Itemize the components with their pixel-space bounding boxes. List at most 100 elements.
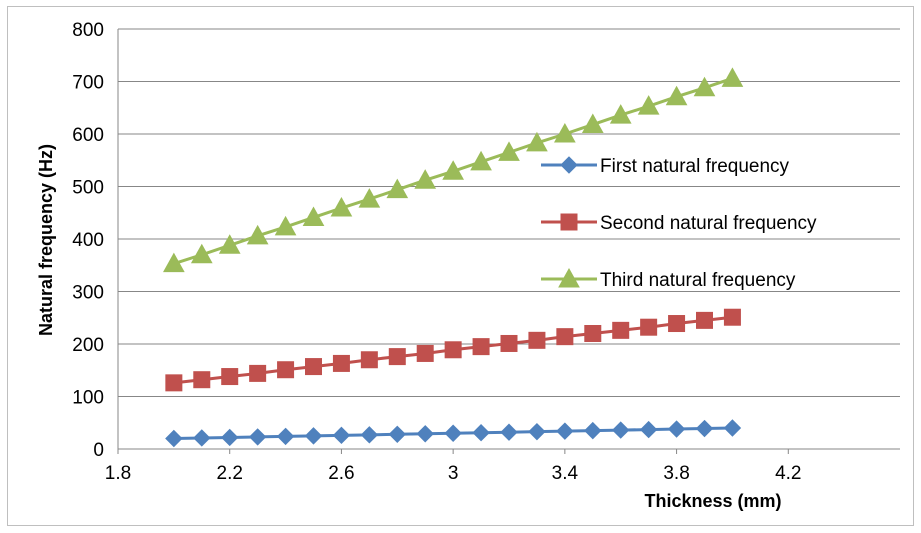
- data-point: [498, 141, 520, 161]
- legend-marker: [560, 213, 578, 231]
- gridlines: [118, 28, 900, 397]
- data-point: [165, 374, 183, 392]
- data-point: [444, 424, 462, 442]
- data-point: [668, 315, 686, 333]
- data-point: [556, 422, 574, 440]
- data-point: [246, 224, 269, 245]
- data-point: [584, 421, 602, 440]
- data-point: [526, 131, 548, 152]
- data-point: [414, 169, 437, 189]
- data-point: [667, 420, 686, 438]
- data-point: [248, 428, 267, 446]
- y-tick-label: 300: [72, 283, 104, 304]
- series-layer: [163, 67, 744, 448]
- x-axis-title: Thickness (mm): [644, 491, 781, 511]
- data-point: [528, 331, 546, 349]
- x-axis-ticks: 1.8 2.2 2.6 3 3.4 3.8 4.2: [105, 449, 801, 484]
- data-point: [218, 234, 241, 254]
- chart-frame: [7, 6, 914, 526]
- data-point: [639, 420, 658, 439]
- data-point: [612, 321, 630, 339]
- data-point: [274, 215, 297, 236]
- data-point: [637, 95, 660, 115]
- data-point: [276, 427, 295, 446]
- data-point: [332, 426, 351, 445]
- series-3: [163, 67, 744, 273]
- data-point: [388, 348, 406, 366]
- data-point: [721, 67, 744, 87]
- data-point: [665, 85, 688, 106]
- data-point: [249, 364, 267, 382]
- data-point: [528, 422, 546, 441]
- data-point: [472, 338, 490, 356]
- legend-marker: [558, 267, 580, 288]
- x-tick-label: 3.4: [552, 463, 579, 484]
- data-point: [332, 354, 350, 372]
- data-point: [695, 419, 714, 438]
- data-point: [193, 371, 211, 389]
- y-axis-ticks: 0 100 200 300 400 500 600 700 800: [72, 20, 104, 461]
- x-tick-label: 2.2: [217, 463, 243, 484]
- data-point: [581, 113, 604, 134]
- series-1: [165, 419, 742, 448]
- legend-label: Third natural frequency: [600, 270, 796, 291]
- data-point: [302, 206, 325, 226]
- legend-label: First natural frequency: [600, 156, 790, 177]
- x-tick-label: 2.6: [328, 463, 354, 484]
- data-point: [221, 368, 239, 386]
- x-tick-label: 4.2: [775, 463, 801, 484]
- data-point: [388, 425, 406, 444]
- data-point: [386, 178, 409, 199]
- data-point: [193, 429, 211, 447]
- data-point: [640, 318, 658, 336]
- data-point: [358, 188, 381, 208]
- axes: [117, 29, 900, 450]
- data-point: [360, 426, 379, 444]
- y-tick-label: 500: [72, 178, 104, 199]
- data-point: [470, 150, 492, 171]
- x-tick-label: 1.8: [105, 463, 131, 484]
- data-point: [305, 358, 322, 376]
- data-point: [416, 344, 434, 362]
- data-point: [304, 427, 323, 445]
- series-2: [165, 308, 741, 392]
- data-point: [500, 334, 518, 352]
- data-point: [554, 122, 576, 143]
- y-tick-label: 400: [72, 230, 104, 251]
- legend-item-2: Second natural frequency: [541, 213, 817, 234]
- legend: First natural frequency Second natural fr…: [541, 156, 817, 291]
- data-point: [500, 423, 518, 441]
- legend-marker: [560, 156, 578, 174]
- data-point: [693, 76, 716, 97]
- data-point: [696, 311, 713, 329]
- data-point: [723, 308, 741, 326]
- legend-item-1: First natural frequency: [541, 156, 790, 177]
- data-point: [330, 196, 353, 217]
- x-tick-label: 3: [448, 463, 459, 484]
- y-axis-title: Natural frequency (Hz): [36, 144, 56, 336]
- data-point: [190, 243, 213, 264]
- data-point: [165, 429, 183, 448]
- data-point: [277, 361, 295, 379]
- data-point: [556, 328, 574, 346]
- y-tick-label: 800: [72, 20, 104, 41]
- data-point: [442, 160, 464, 180]
- y-tick-label: 100: [72, 388, 104, 409]
- data-point: [163, 252, 185, 273]
- y-tick-label: 0: [93, 440, 104, 461]
- y-tick-label: 600: [72, 125, 104, 146]
- data-point: [444, 341, 462, 359]
- data-point: [416, 425, 434, 443]
- data-point: [221, 428, 239, 447]
- legend-label: Second natural frequency: [600, 213, 817, 234]
- y-tick-label: 700: [72, 73, 104, 94]
- data-point: [360, 351, 378, 369]
- data-point: [612, 421, 630, 439]
- data-point: [584, 325, 602, 342]
- data-point: [472, 424, 490, 442]
- x-tick-label: 3.8: [663, 463, 689, 484]
- data-point: [609, 104, 632, 124]
- data-point: [723, 419, 742, 437]
- legend-item-3: Third natural frequency: [541, 267, 796, 291]
